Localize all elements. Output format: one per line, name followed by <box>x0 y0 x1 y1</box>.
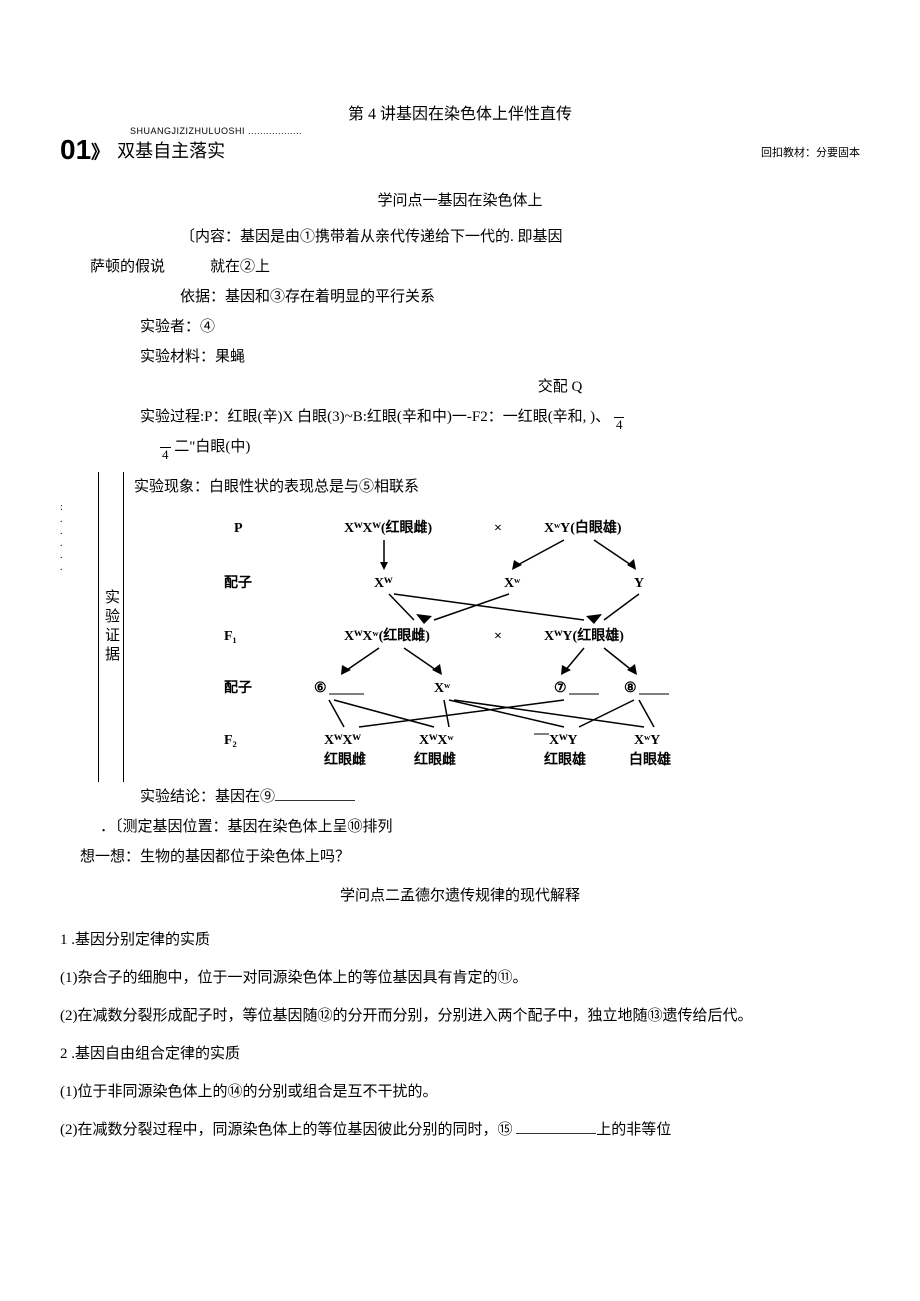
d-F1: F₁ <box>224 629 237 644</box>
phenomenon: 实验现象：白眼性状的表现总是与⑤相联系 <box>134 472 860 502</box>
position-line: ．〔测定基因位置：基因在染色体上呈⑩排列 <box>60 812 860 842</box>
d-cross2: × <box>494 629 502 644</box>
white-eye-line: 4 二"白眼(中) <box>60 432 860 462</box>
blank-15 <box>516 1118 596 1134</box>
p2-h1: 1 .基因分别定律的实质 <box>60 925 860 955</box>
fraction-1: 4 <box>614 404 625 431</box>
process-text: 实验过程:P：红眼(辛)X 白眼(3)~B:红眼(辛和中)一-F2：一红眼(辛和… <box>140 409 610 425</box>
right-note: 回扣教材：分要固本 <box>761 144 860 160</box>
point1-title: 学问点一基因在染色体上 <box>60 189 860 210</box>
cross-diagram: P XᵂXᵂ(红眼雌) × XʷY(白眼雄) 配子 Xᵂ <box>194 512 860 772</box>
d-F1left: XᵂXʷ(红眼雌) <box>344 627 430 644</box>
d-g2: Xʷ <box>504 576 521 591</box>
mating-label: 交配 Q <box>60 372 860 402</box>
white-eye-text: 二"白眼(中) <box>174 439 250 455</box>
point2-block: 1 .基因分别定律的实质 (1)杂合子的细胞中，位于一对同源染色体上的等位基因具… <box>60 925 860 1145</box>
section-main: 双基自主落实 <box>117 137 225 163</box>
process-line: 实验过程:P：红眼(辛)X 白眼(3)~B:红眼(辛和中)一-F2：一红眼(辛和… <box>60 402 860 432</box>
p2-h2: 2 .基因自由组合定律的实质 <box>60 1039 860 1069</box>
sadun-label: 萨顿的假说 <box>60 252 210 282</box>
d-F2l3: 红眼雄 <box>544 751 586 768</box>
p4b: 上的非等位 <box>596 1122 671 1138</box>
left-dots: :..... <box>60 472 78 782</box>
on-line: 就在②上 <box>210 252 860 282</box>
material: 实验材料：果蝇 <box>60 342 860 372</box>
arrow-icon: 》 <box>91 143 109 163</box>
d-P: P <box>234 521 243 536</box>
basis-line: 依据：基因和③存在着明显的平行关系 <box>60 282 860 312</box>
d-Pleft: XᵂXᵂ(红眼雌) <box>344 519 433 536</box>
page-title: 第 4 讲基因在染色体上伴性直传 <box>60 100 860 124</box>
exp-vertical-label: 实验证据 <box>98 472 124 782</box>
d-g24: ⑧ <box>624 681 637 696</box>
d-gamete: 配子 <box>224 575 252 591</box>
d-F2: F₂ <box>224 733 237 748</box>
d-F2l2: 红眼雌 <box>414 751 456 768</box>
section-header: SHUANGJIZIZHULUOSHI .................. 0… <box>60 134 860 174</box>
d-F22: XᵂXʷ <box>419 733 455 748</box>
section-number: 01》 <box>60 134 109 166</box>
fraction-2: 4 <box>160 434 171 461</box>
d-F23: XᵂY <box>549 733 578 748</box>
d-Pright: XʷY(白眼雄) <box>544 519 622 536</box>
d-g3: Y <box>634 576 644 591</box>
d-F2l1: 红眼雌 <box>324 751 366 768</box>
num-text: 01 <box>60 134 91 165</box>
d-g21: ⑥ <box>314 681 327 696</box>
p2-p1: (1)杂合子的细胞中，位于一对同源染色体上的等位基因具有肯定的⑪。 <box>60 963 860 993</box>
d-F21: XᵂXᵂ <box>324 733 362 748</box>
d-g1: Xᵂ <box>374 576 393 591</box>
d-F2l4: 白眼雄 <box>629 751 671 768</box>
think-line: 想一想：生物的基因都位于染色体上吗？ <box>60 842 860 872</box>
conclusion-text: 实验结论：基因在⑨ <box>140 789 275 805</box>
p2-p2: (2)在减数分裂形成配子时，等位基因随⑫的分开而分别，分别进入两个配子中，独立地… <box>60 1001 860 1031</box>
blank-9 <box>275 785 355 801</box>
experimenter: 实验者：④ <box>60 312 860 342</box>
content-line: 〔内容：基因是由①携带着从亲代传递给下一代的. 即基因 <box>60 222 860 252</box>
point2-title: 学问点二孟德尔遗传规律的现代解释 <box>60 884 860 905</box>
point1-block: 〔内容：基因是由①携带着从亲代传递给下一代的. 即基因 萨顿的假说 就在②上 依… <box>60 222 860 872</box>
d-gamete2: 配子 <box>224 680 252 696</box>
experiment-wrap: :..... 实验证据 实验现象：白眼性状的表现总是与⑤相联系 P XᵂXᵂ(红… <box>60 472 860 782</box>
d-g22: Xʷ <box>434 681 451 696</box>
p2-p4: (2)在减数分裂过程中，同源染色体上的等位基因彼此分别的同时，⑮ 上的非等位 <box>60 1115 860 1145</box>
d-F1right: XᵂY(红眼雄) <box>544 627 624 644</box>
pinyin-text: SHUANGJIZIZHULUOSHI .................. <box>130 126 302 136</box>
d-F24: XʷY <box>634 733 660 748</box>
p2-p3: (1)位于非同源染色体上的⑭的分别或组合是互不干扰的。 <box>60 1077 860 1107</box>
d-g23: ⑦ <box>554 681 567 696</box>
p4a: (2)在减数分裂过程中，同源染色体上的等位基因彼此分别的同时，⑮ <box>60 1122 516 1138</box>
conclusion-line: 实验结论：基因在⑨ <box>60 782 860 812</box>
d-cross1: × <box>494 521 502 536</box>
